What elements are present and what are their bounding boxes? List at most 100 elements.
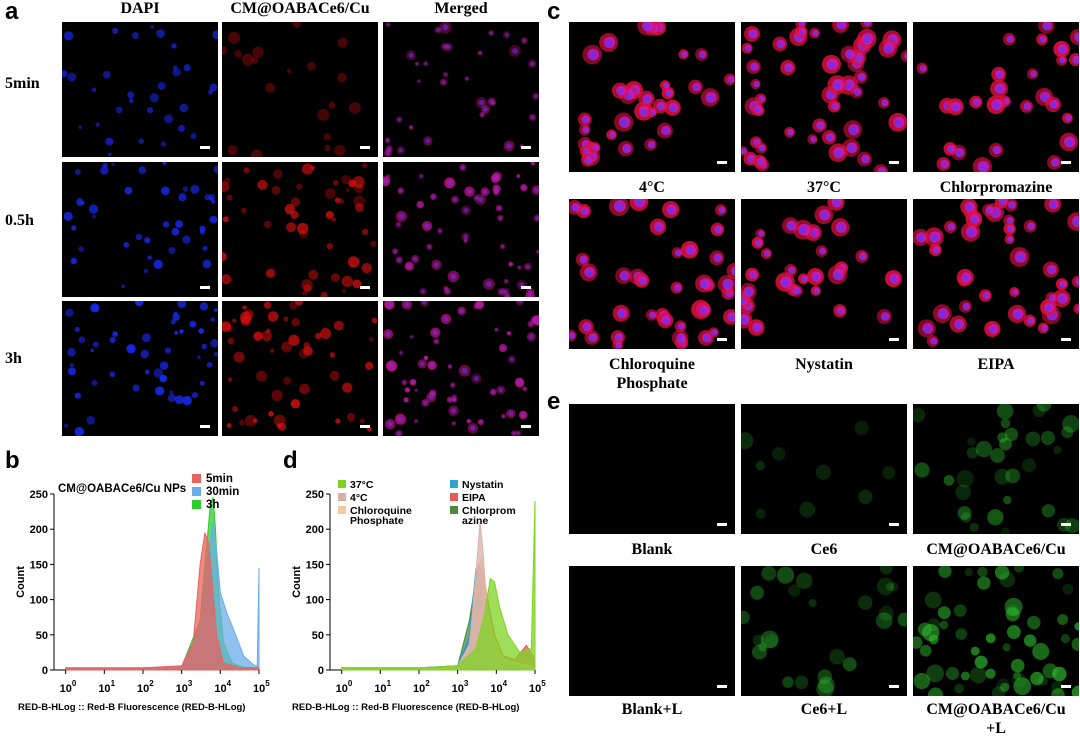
legend-label: 3h: [206, 499, 219, 511]
micrograph-a-5min-merged: [383, 22, 539, 157]
micrograph-e-1: [741, 404, 907, 534]
panel-d-histogram: 0 50 100 150 200 250 100 101 102 103 104 105 Count RE…: [290, 460, 560, 720]
panel-e-caption-2: CM@OABACe6/Cu: [926, 541, 1066, 558]
legend-swatch: [192, 474, 201, 483]
legend-swatch: [338, 480, 346, 488]
y-tick-label: 50: [312, 630, 324, 642]
panel-d-chart-svg: 0 50 100 150 200 250 100 101 102 103 104 105 Count RE…: [291, 479, 546, 713]
micrograph-e-2: [913, 404, 1079, 534]
legend-swatch: [450, 493, 458, 501]
micrograph-a-3h-red: [222, 301, 378, 436]
panel-c-caption-4: Nystatin: [795, 356, 853, 373]
y-tick-label: 200: [30, 524, 48, 536]
panel-a-col-dapi: DAPI: [120, 0, 160, 17]
panel-a-row-3h: 3h: [5, 350, 22, 367]
y-tick-label: 0: [42, 665, 48, 677]
y-tick-label: 200: [306, 524, 324, 536]
series-area-30min: [65, 522, 260, 671]
panel-b-chart-title: CM@OABACe6/Cu NPs: [58, 483, 186, 495]
legend-swatch: [192, 487, 201, 496]
panel-c-caption-1: 37°C: [807, 179, 841, 196]
panel-b-chart-svg: 0 50 100 150 200 250 100 101 102 103 104 105 Count RE…: [15, 473, 270, 713]
micrograph-e-4: [741, 566, 907, 696]
panel-e-caption-0: Blank: [631, 541, 673, 558]
micrograph-a-5min-red: [222, 22, 378, 157]
x-tick-label: 101: [98, 679, 115, 695]
x-tick-label: 104: [490, 679, 507, 695]
legend-swatch: [338, 506, 346, 514]
panel-c-caption-5: EIPA: [977, 356, 1015, 373]
x-tick-label: 102: [137, 679, 154, 695]
panel-e-caption-5: CM@OABACe6/Cu +L: [926, 701, 1066, 737]
panel-b-histogram: 0 50 100 150 200 250 100 101 102 103 104 105 Count RE…: [14, 460, 274, 720]
panel-a-label: a: [5, 0, 19, 25]
panel-a-row-05h: 0.5h: [5, 212, 34, 229]
panel-a-col-cm: CM@OABACe6/Cu: [230, 0, 370, 17]
series-area-37-c: [341, 500, 536, 671]
y-tick-label: 50: [36, 630, 48, 642]
panel-b-label: b: [5, 447, 20, 474]
micrograph-a-0.5h-merged: [383, 162, 539, 297]
panel-d-label: d: [283, 447, 298, 474]
micrograph-e-3: [569, 566, 735, 696]
legend-swatch: [338, 493, 346, 501]
panel-e-caption-3: Blank+L: [621, 701, 683, 718]
legend-label: 5min: [206, 473, 233, 485]
x-tick-label: 100: [336, 679, 353, 695]
micrograph-a-5min-blue: [62, 22, 218, 157]
micrograph-c-1: [741, 22, 907, 172]
micrograph-c-4: [741, 199, 907, 349]
micrograph-a-0.5h-red: [222, 162, 378, 297]
y-tick-label: 250: [306, 489, 324, 501]
legend-label: Chlorprom: [462, 505, 516, 517]
panel-e-label: e: [547, 388, 561, 415]
x-tick-label: 103: [452, 679, 469, 695]
panel-e-caption-4: Ce6+L: [800, 701, 848, 718]
x-tick-label: 105: [253, 679, 270, 695]
panel-a-col-merged: Merged: [434, 0, 488, 17]
legend-label: Phosphate: [350, 515, 404, 527]
y-axis-label: Count: [15, 566, 27, 598]
x-axis-label: RED-B-HLog :: Red-B Fluorescence (RED-B-…: [18, 702, 245, 713]
x-axis-label: RED-B-HLog :: Red-B Fluorescence (RED-B-…: [292, 702, 519, 713]
micrograph-c-0: [569, 22, 735, 172]
panel-c-caption-0: 4°C: [639, 179, 665, 196]
panel-c-label: c: [547, 0, 561, 25]
x-tick-label: 105: [529, 679, 546, 695]
x-tick-label: 103: [176, 679, 193, 695]
micrograph-a-3h-merged: [383, 301, 539, 436]
series-area-5min: [65, 532, 260, 671]
panel-c-caption-3: Chloroquine Phosphate: [609, 356, 695, 392]
y-tick-label: 150: [30, 559, 48, 571]
legend-label: 4°C: [350, 492, 368, 504]
panel-a-row-5min: 5min: [5, 75, 40, 92]
y-axis-label: Count: [291, 566, 303, 598]
legend-label: azine: [462, 515, 488, 527]
panel-e-caption-1: Ce6: [810, 541, 838, 558]
legend-swatch: [192, 500, 201, 509]
y-tick-label: 100: [306, 595, 324, 607]
y-tick-label: 250: [30, 489, 48, 501]
legend-label: Chloroquine: [350, 505, 412, 517]
x-tick-label: 100: [60, 679, 77, 695]
legend-label: EIPA: [462, 492, 486, 504]
micrograph-a-3h-blue: [62, 301, 218, 436]
x-tick-label: 101: [374, 679, 391, 695]
x-tick-label: 102: [413, 679, 430, 695]
legend-label: Nystatin: [462, 479, 503, 491]
y-tick-label: 100: [30, 595, 48, 607]
y-tick-label: 150: [306, 559, 324, 571]
panel-c-caption-2: Chlorpromazine: [939, 179, 1053, 196]
legend-swatch: [450, 506, 458, 514]
legend-swatch: [450, 480, 458, 488]
legend-label: 30min: [206, 486, 239, 498]
micrograph-a-0.5h-blue: [62, 162, 218, 297]
x-tick-label: 104: [214, 679, 231, 695]
micrograph-c-2: [913, 22, 1079, 172]
micrograph-c-3: [569, 199, 735, 349]
micrograph-c-5: [913, 199, 1079, 349]
micrograph-e-0: [569, 404, 735, 534]
legend-label: 37°C: [350, 479, 374, 491]
micrograph-e-5: [913, 566, 1079, 696]
y-tick-label: 0: [318, 665, 324, 677]
